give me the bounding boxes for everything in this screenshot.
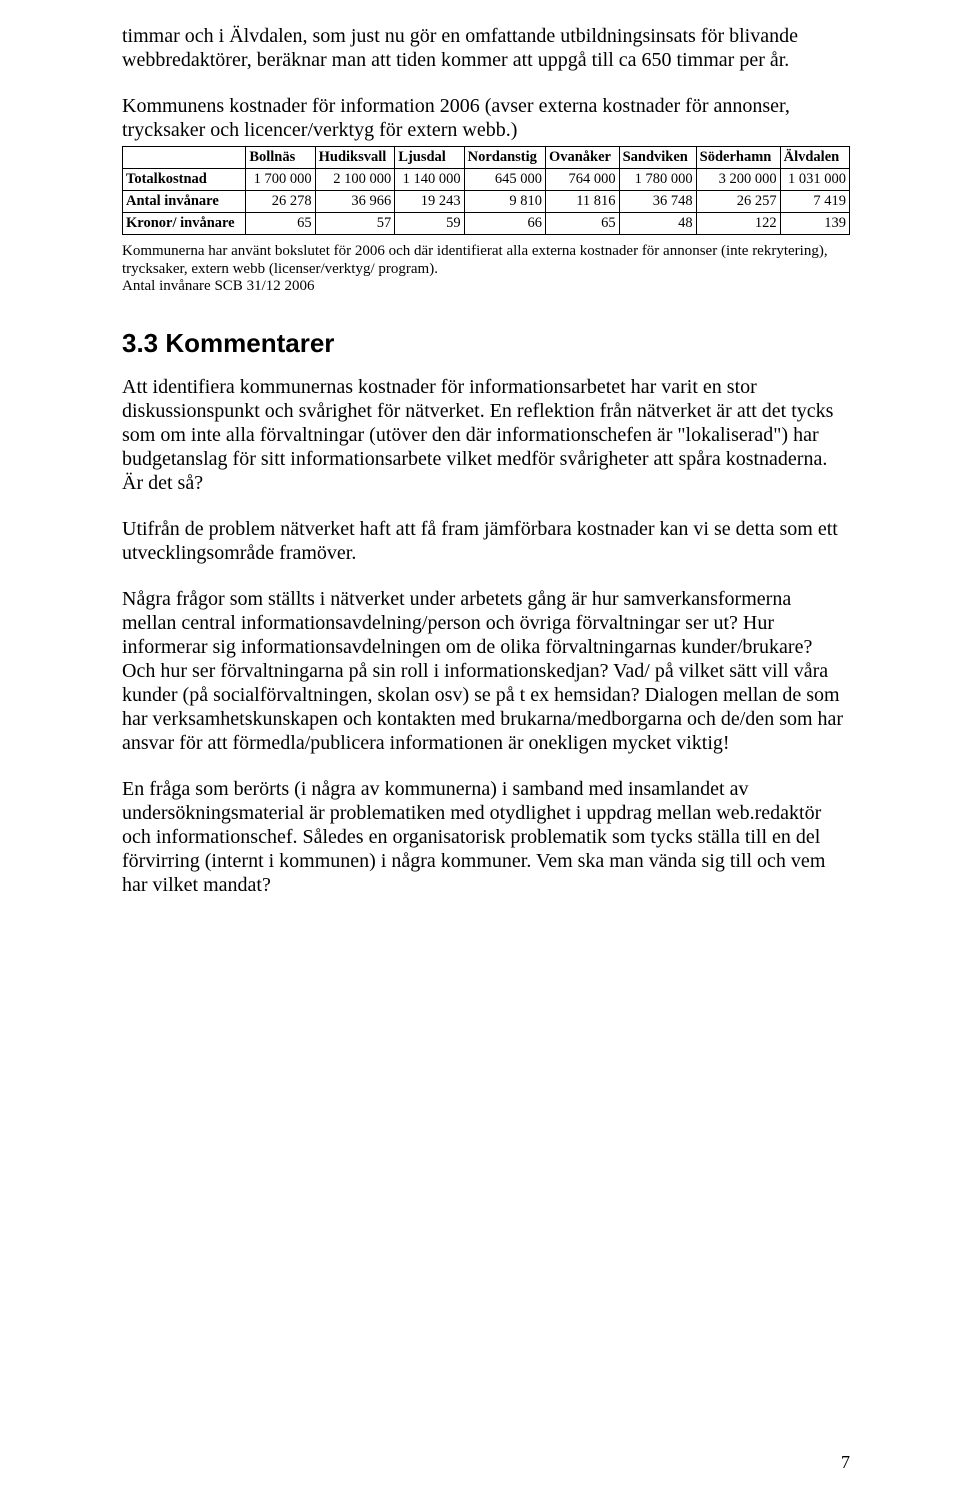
- table-row: Totalkostnad 1 700 000 2 100 000 1 140 0…: [123, 169, 850, 191]
- cell: 2 100 000: [315, 169, 395, 191]
- cell: 36 966: [315, 191, 395, 213]
- row-label: Kronor/ invånare: [123, 213, 246, 235]
- cell: 3 200 000: [696, 169, 780, 191]
- cell: 1 780 000: [619, 169, 696, 191]
- body-paragraph-3: Några frågor som ställts i nätverket und…: [122, 587, 850, 755]
- col-ljusdal: Ljusdal: [395, 147, 464, 169]
- cell: 1 140 000: [395, 169, 464, 191]
- footnote-line-1: Kommunerna har använt bokslutet för 2006…: [122, 243, 828, 277]
- body-paragraph-2: Utifrån de problem nätverket haft att få…: [122, 517, 850, 565]
- intro-paragraph-2: Kommunens kostnader för information 2006…: [122, 94, 850, 142]
- cell: 122: [696, 213, 780, 235]
- cell: 57: [315, 213, 395, 235]
- cell: 26 278: [246, 191, 315, 213]
- cell: 66: [464, 213, 545, 235]
- cell: 1 700 000: [246, 169, 315, 191]
- cell: 1 031 000: [780, 169, 849, 191]
- col-sandviken: Sandviken: [619, 147, 696, 169]
- cell: 26 257: [696, 191, 780, 213]
- body-paragraph-4: En fråga som berörts (i några av kommune…: [122, 777, 850, 897]
- costs-table: Bollnäs Hudiksvall Ljusdal Nordanstig Ov…: [122, 146, 850, 235]
- col-blank: [123, 147, 246, 169]
- cell: 65: [246, 213, 315, 235]
- document-page: timmar och i Älvdalen, som just nu gör e…: [0, 0, 960, 1503]
- table-row: Antal invånare 26 278 36 966 19 243 9 81…: [123, 191, 850, 213]
- cell: 11 816: [545, 191, 619, 213]
- cell: 65: [545, 213, 619, 235]
- cell: 645 000: [464, 169, 545, 191]
- cell: 48: [619, 213, 696, 235]
- body-paragraph-1: Att identifiera kommunernas kostnader fö…: [122, 375, 850, 495]
- page-number: 7: [841, 1452, 850, 1473]
- table-row: Kronor/ invånare 65 57 59 66 65 48 122 1…: [123, 213, 850, 235]
- row-label: Antal invånare: [123, 191, 246, 213]
- cell: 59: [395, 213, 464, 235]
- section-heading: 3.3 Kommentarer: [122, 328, 850, 359]
- cell: 19 243: [395, 191, 464, 213]
- cell: 764 000: [545, 169, 619, 191]
- cell: 139: [780, 213, 849, 235]
- cell: 7 419: [780, 191, 849, 213]
- cell: 36 748: [619, 191, 696, 213]
- col-alvdalen: Älvdalen: [780, 147, 849, 169]
- col-bollnas: Bollnäs: [246, 147, 315, 169]
- row-label: Totalkostnad: [123, 169, 246, 191]
- cell: 9 810: [464, 191, 545, 213]
- col-ovanaker: Ovanåker: [545, 147, 619, 169]
- col-nordanstig: Nordanstig: [464, 147, 545, 169]
- col-hudiksvall: Hudiksvall: [315, 147, 395, 169]
- table-footnote: Kommunerna har använt bokslutet för 2006…: [122, 243, 850, 296]
- table-header-row: Bollnäs Hudiksvall Ljusdal Nordanstig Ov…: [123, 147, 850, 169]
- col-soderhamn: Söderhamn: [696, 147, 780, 169]
- footnote-line-2: Antal invånare SCB 31/12 2006: [122, 278, 314, 294]
- intro-paragraph-1: timmar och i Älvdalen, som just nu gör e…: [122, 24, 850, 72]
